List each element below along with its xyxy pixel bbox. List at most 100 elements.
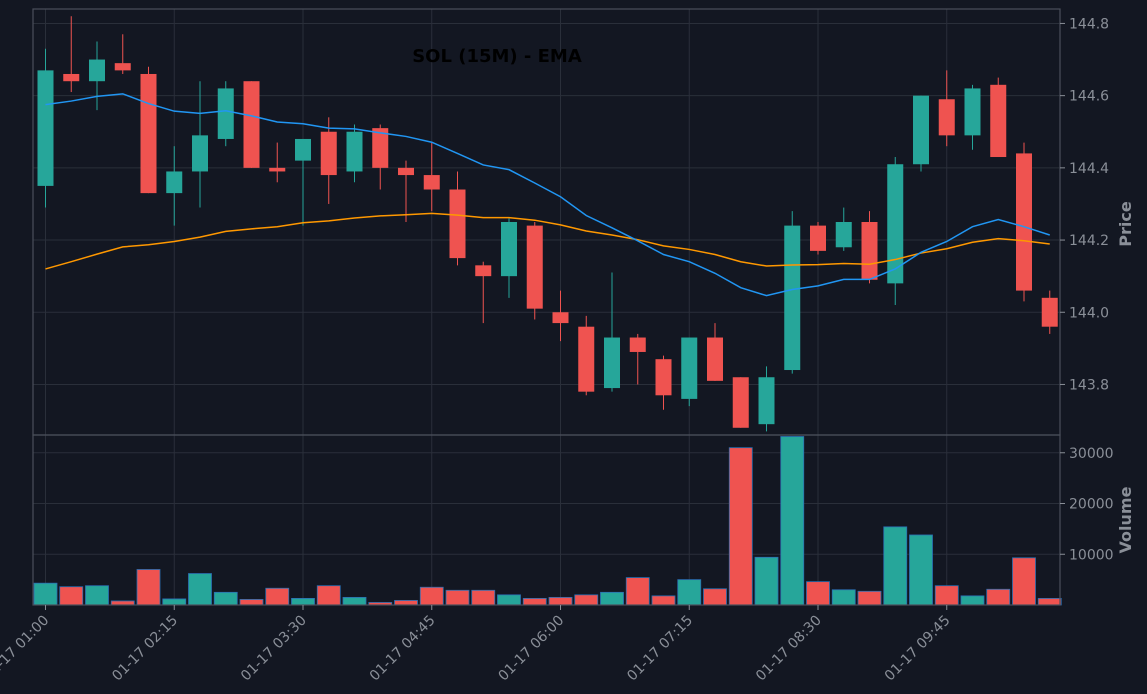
candle-body xyxy=(423,175,440,190)
candle xyxy=(192,81,208,208)
volume-bars xyxy=(33,436,1062,606)
volume-axis-title: Volume xyxy=(1116,486,1135,553)
volume-bar xyxy=(59,586,84,606)
candle xyxy=(810,222,826,255)
price-tick-label: 143.8 xyxy=(1069,377,1109,393)
candle xyxy=(63,16,80,93)
candle-body xyxy=(887,164,904,284)
volume-bar xyxy=(213,591,238,606)
volume-tick-label: 30000 xyxy=(1069,446,1114,462)
candle xyxy=(114,34,131,74)
candle-body xyxy=(810,225,826,251)
volume-bar xyxy=(986,588,1011,606)
candle-body xyxy=(320,131,337,176)
volume-bar xyxy=(316,585,341,606)
volume-bar xyxy=(497,594,521,606)
candle xyxy=(501,218,517,298)
candle-body xyxy=(449,189,466,259)
price-tick-label: 144.0 xyxy=(1069,305,1109,321)
candle-body xyxy=(526,225,543,309)
candle xyxy=(37,48,54,208)
candle-body xyxy=(269,167,286,172)
candle xyxy=(707,323,723,381)
volume-bar xyxy=(806,581,830,606)
candle xyxy=(526,222,543,320)
volume-bar xyxy=(960,595,985,606)
ema-fast-line xyxy=(45,93,1050,297)
candle-body xyxy=(964,88,981,136)
candle-body xyxy=(37,70,54,186)
volume-bar xyxy=(909,534,933,606)
volume-bar xyxy=(883,526,908,606)
candle-body xyxy=(89,59,105,82)
candle xyxy=(423,142,440,212)
candle xyxy=(578,315,595,396)
volume-bar xyxy=(85,585,109,606)
volume-bar xyxy=(857,590,882,606)
candle xyxy=(681,337,698,407)
candle xyxy=(835,207,852,251)
candle xyxy=(372,124,389,190)
ema-slow-line xyxy=(45,212,1050,270)
volume-bar xyxy=(1037,598,1062,606)
candle-body xyxy=(990,84,1007,158)
volume-bar xyxy=(600,591,624,606)
volume-bar xyxy=(1012,557,1036,606)
candle xyxy=(913,95,929,172)
candle-body xyxy=(114,63,131,71)
candle-body xyxy=(938,99,955,136)
price-axis-title: Price xyxy=(1116,201,1135,247)
volume-bar xyxy=(934,585,959,606)
volume-tick-label: 20000 xyxy=(1069,497,1114,513)
candle-body xyxy=(63,73,80,82)
volume-bar xyxy=(291,598,315,606)
candle xyxy=(269,142,286,183)
candle xyxy=(758,366,775,432)
volume-bar xyxy=(625,577,650,606)
candle xyxy=(243,81,260,168)
volume-bar xyxy=(342,596,367,606)
price-tick-label: 144.4 xyxy=(1069,161,1109,177)
candle xyxy=(629,333,646,385)
candle xyxy=(1041,290,1058,334)
candle-body xyxy=(629,337,646,352)
volume-bar xyxy=(728,447,753,606)
candle xyxy=(964,84,981,150)
candle xyxy=(990,77,1007,158)
price-tick-label: 144.2 xyxy=(1069,233,1109,249)
volume-bar xyxy=(265,587,290,606)
volume-panel-frame xyxy=(32,434,1061,606)
volume-bar xyxy=(110,600,135,606)
candle xyxy=(732,377,749,428)
candle-body xyxy=(604,337,620,389)
volume-bar xyxy=(574,594,599,606)
candle-body xyxy=(166,171,183,194)
candle xyxy=(295,138,311,226)
volume-bar xyxy=(162,598,187,606)
candle-body xyxy=(655,359,672,396)
candle xyxy=(938,70,955,147)
price-tick-label: 144.8 xyxy=(1069,16,1109,32)
volume-bar xyxy=(677,579,702,606)
candle-body xyxy=(475,265,492,277)
candles xyxy=(37,16,1058,432)
price-axis: 143.8 144.0 144.2 144.4 144.6 144.8 xyxy=(1060,16,1109,393)
volume-bar xyxy=(419,586,444,606)
candle-body xyxy=(681,337,698,399)
candle xyxy=(1016,142,1032,302)
candle xyxy=(217,81,234,147)
candle-body xyxy=(243,81,260,168)
candle xyxy=(784,211,801,374)
candle xyxy=(655,355,672,410)
volume-bar xyxy=(136,569,161,606)
candle xyxy=(552,290,569,342)
candle xyxy=(449,171,466,266)
candle-body xyxy=(732,377,749,428)
candle xyxy=(887,157,904,306)
volume-tick-label: 10000 xyxy=(1069,547,1114,563)
volume-bar xyxy=(780,436,805,606)
candle-body xyxy=(707,337,723,381)
volume-bar xyxy=(522,598,547,606)
volume-bar xyxy=(703,588,727,606)
